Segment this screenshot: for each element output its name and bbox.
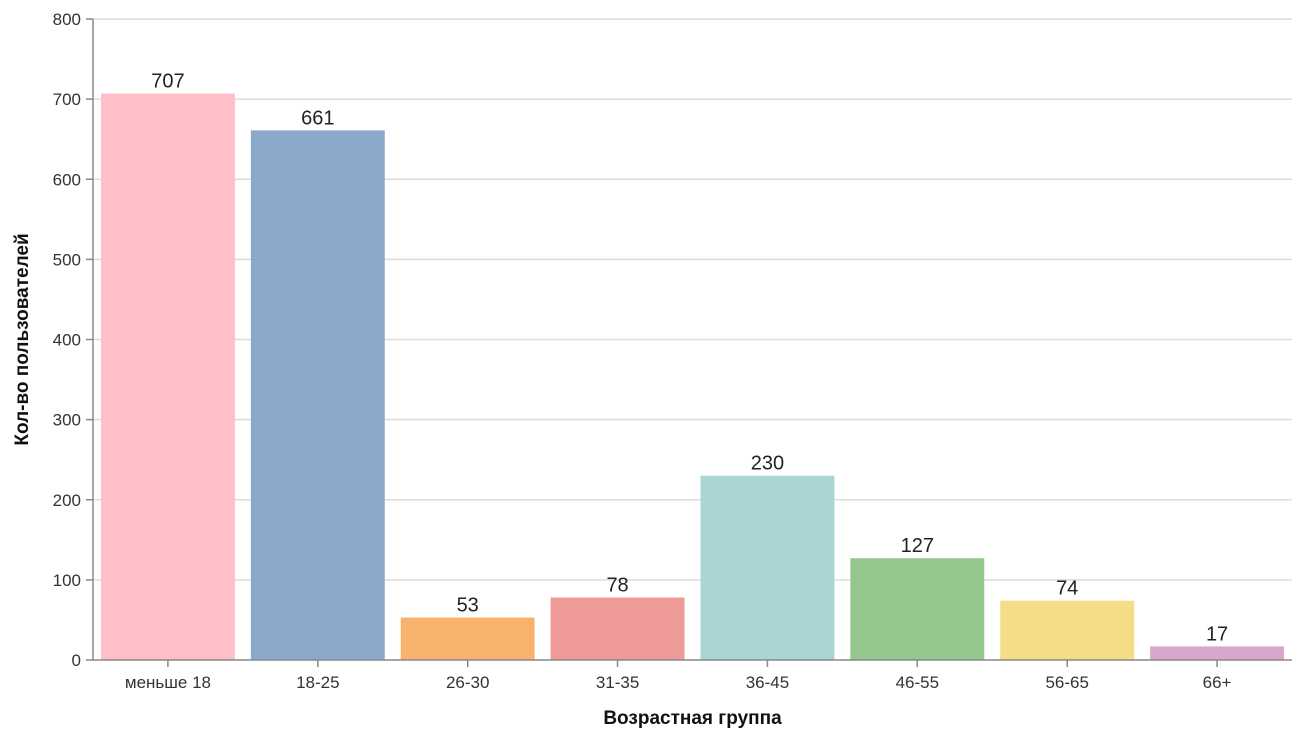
data-label: 74 [1056,578,1078,600]
data-label: 17 [1206,623,1228,645]
y-tick-label: 400 [53,331,81,350]
x-axis-ticks: меньше 18 18-25 26-30 31-35 36-45 46-55 56-65 6… [125,660,1232,692]
bar-4 [550,597,685,660]
x-tick-label: 31-35 [596,673,639,692]
x-tick-label: 36-45 [746,673,789,692]
y-tick-label: 300 [53,411,81,430]
y-axis-title: Кол-во пользователей [12,233,33,445]
data-label: 127 [901,535,934,557]
x-tick-label: 18-25 [296,673,339,692]
data-label: 230 [751,453,784,475]
x-tick-label: 46-55 [896,673,939,692]
y-tick-label: 700 [53,90,81,109]
bar-5 [700,475,835,660]
y-tick-label: 600 [53,170,81,189]
bars [101,93,1284,661]
x-tick-label: 26-30 [446,673,489,692]
data-label: 53 [457,595,479,617]
x-tick-label: 66+ [1203,673,1232,692]
bar-3 [400,617,535,660]
data-label: 78 [606,575,628,597]
y-tick-label: 100 [53,571,81,590]
bar-6 [850,558,985,660]
bar-1 [101,93,235,661]
y-tick-label: 800 [53,10,81,29]
y-axis-ticks: 0 100 200 300 400 500 600 700 800 [53,10,93,670]
x-tick-label: меньше 18 [125,673,211,692]
x-tick-label: 56-65 [1045,673,1088,692]
y-tick-label: 500 [53,250,81,269]
y-tick-label: 200 [53,491,81,510]
bar-8 [1150,646,1284,660]
y-tick-label: 0 [72,651,81,670]
data-label: 707 [151,71,184,93]
bar-2 [250,130,385,660]
x-axis-title: Возрастная группа [603,708,782,729]
data-labels: 707 661 53 78 230 127 74 17 [151,71,1228,646]
data-label: 661 [301,107,334,129]
bar-7 [1000,600,1135,660]
